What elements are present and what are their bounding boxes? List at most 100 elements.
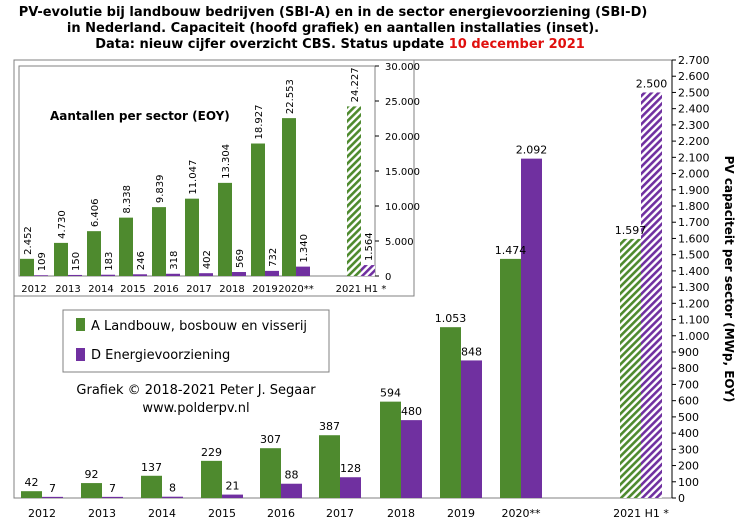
bar-d-2012	[42, 496, 63, 498]
main-x-tick-label: 2012	[28, 507, 56, 520]
main-y-tick-label: 1.900	[678, 184, 710, 197]
main-y-tick-label: 1.000	[678, 330, 710, 343]
inset-y-tick-label: 25.000	[385, 97, 420, 108]
main-y-tick-label: 0	[678, 492, 685, 505]
inset-data-label-d: 318	[169, 251, 180, 270]
main-y-tick-label: 2.200	[678, 135, 710, 148]
main-x-tick-label: 2014	[148, 507, 176, 520]
inset-bars	[20, 106, 375, 276]
inset-bar-d-2013	[68, 274, 82, 276]
inset-y-tick-label: 0	[385, 272, 391, 283]
inset-data-label-a: 6.406	[90, 199, 101, 228]
bar-a-2014	[141, 475, 162, 498]
inset-data-label-a: 11.047	[188, 160, 199, 195]
main-x-tick-label: 2015	[208, 507, 236, 520]
inset-x-tick-label: 2018	[219, 284, 244, 295]
inset-y-tick-label: 5.000	[385, 237, 414, 248]
inset-data-label-a: 9.839	[155, 174, 166, 203]
inset-bar-a-2013	[54, 242, 68, 276]
main-y-tick-label: 1.600	[678, 232, 710, 245]
bar-a-2020**	[500, 258, 521, 498]
inset-bar-a-2015	[119, 217, 133, 276]
bar-a-2013	[81, 483, 102, 498]
data-label-d: 8	[169, 482, 176, 495]
inset-bar-a-2019	[251, 143, 265, 276]
inset-bar-d-2017	[199, 273, 213, 276]
main-y-tick-label: 2.700	[678, 54, 710, 67]
chart-title-line-3: Data: nieuw cijfer overzicht CBS. Status…	[95, 37, 585, 52]
data-label-d: 848	[461, 345, 482, 358]
data-label-d: 7	[109, 482, 116, 495]
inset-data-label-d: 246	[136, 251, 147, 270]
inset-bar-a-2018	[218, 182, 232, 276]
bar-d-2017	[340, 477, 361, 498]
main-x-axis: 2012 2013 2014 2015 2016 2017 2018 2019 2020** 20…	[28, 507, 669, 520]
data-label-a: 1.597	[615, 224, 647, 237]
inset-x-tick-label: 2019	[252, 284, 277, 295]
main-y-tick-label: 700	[678, 378, 699, 391]
main-y-tick-label: 1.800	[678, 200, 710, 213]
bar-a-2018	[380, 401, 401, 498]
legend-label-a: A Landbouw, bosbouw en visserij	[91, 319, 307, 334]
bar-a-2021 H1 *	[620, 238, 641, 499]
inset-data-label-d: 109	[37, 252, 48, 271]
bar-d-2014	[162, 496, 183, 498]
bar-d-2016	[281, 483, 302, 498]
bar-d-2015	[222, 494, 243, 498]
inset-bar-d-2019	[265, 270, 279, 276]
main-y-axis: 0 100 200 300 400 500 600 700 800 900 1.000 1.100 1.…	[671, 54, 710, 505]
inset-data-label-d: 569	[235, 249, 246, 268]
main-y-tick-label: 2.400	[678, 103, 710, 116]
main-y-tick-label: 1.300	[678, 281, 710, 294]
main-y-tick-label: 600	[678, 395, 699, 408]
data-label-d: 480	[401, 405, 422, 418]
title-data-prefix: Data: nieuw cijfer overzicht CBS. Status…	[95, 37, 449, 52]
inset-bar-d-2016	[166, 273, 180, 276]
inset-data-label-d: 1.564	[364, 232, 375, 261]
data-label-a: 594	[380, 387, 401, 400]
main-bars	[21, 92, 662, 499]
data-label-d: 88	[285, 469, 299, 482]
inset-bar-a-2020**	[282, 118, 296, 276]
bar-d-2021 H1 *	[641, 92, 662, 498]
inset-data-label-d: 150	[71, 252, 82, 271]
data-label-d: 21	[226, 480, 240, 493]
bar-a-2017	[319, 435, 340, 498]
main-y-tick-label: 400	[678, 427, 699, 440]
inset-title: Aantallen per sector (EOY)	[50, 109, 230, 123]
main-y-tick-label: 1.100	[678, 314, 710, 327]
inset-data-label-a: 22.553	[285, 79, 296, 114]
inset-bar-a-2014	[87, 231, 101, 276]
inset-data-label-d: 183	[104, 252, 115, 271]
main-y-axis-title: PV capaciteit per sector (MWp, EOY)	[722, 156, 736, 403]
main-y-tick-label: 1.200	[678, 297, 710, 310]
data-label-a: 92	[85, 468, 99, 481]
inset-bar-d-2014	[101, 274, 115, 276]
data-label-a: 229	[201, 446, 222, 459]
inset-bar-a-2021 H1 *	[347, 106, 361, 276]
main-x-tick-label: 2017	[326, 507, 354, 520]
inset-data-label-d: 1.340	[299, 234, 310, 263]
inset-y-axis: 0 5.000 10.000 15.000 20.000 25.000 30.000	[375, 62, 420, 283]
data-label-d: 2.092	[516, 144, 548, 157]
main-x-tick-label: 2013	[88, 507, 116, 520]
inset-x-tick-label: 2016	[153, 284, 178, 295]
bar-a-2016	[260, 448, 281, 498]
main-x-tick-label: 2020**	[502, 507, 541, 520]
main-y-tick-label: 800	[678, 362, 699, 375]
bar-d-2019	[461, 360, 482, 498]
inset-data-label-a: 13.304	[221, 144, 232, 179]
inset-bar-a-2016	[152, 207, 166, 276]
legend-box	[62, 309, 330, 373]
data-label-a: 1.053	[435, 312, 467, 325]
data-label-d: 128	[340, 462, 361, 475]
copyright-text: Grafiek © 2018-2021 Peter J. Segaar	[76, 383, 316, 398]
main-y-tick-label: 1.700	[678, 216, 710, 229]
main-y-tick-label: 500	[678, 411, 699, 424]
chart-title-line-2: in Nederland. Capaciteit (hoofd grafiek)…	[67, 21, 599, 36]
inset-y-tick-label: 15.000	[385, 167, 420, 178]
bar-d-2020**	[521, 158, 542, 498]
